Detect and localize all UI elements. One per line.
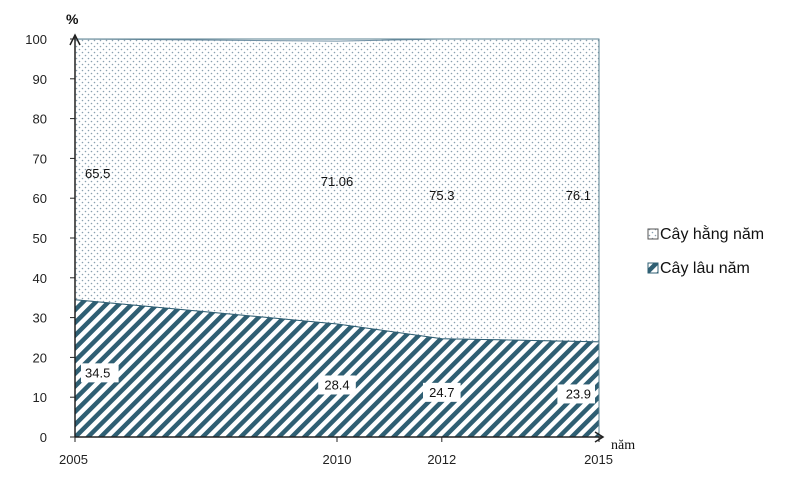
legend-label-annual: Cây hằng năm [660,224,764,243]
x-tick-label: 2005 [59,452,88,467]
data-label-bg [81,363,119,383]
data-label-bg [557,384,595,404]
legend: Cây hằng năm Cây lâu năm [647,224,764,277]
y-tick-label: 80 [33,112,47,127]
x-tick-label: 2010 [323,452,352,467]
y-tick-label: 100 [25,32,47,47]
legend-swatch-perennial [647,262,659,274]
data-label-cay-lau-nam: 34.5 [85,365,110,380]
legend-swatch-annual [647,228,659,240]
y-axis-arrow [69,33,81,46]
y-tick-label: 60 [33,191,47,206]
data-label-cay-lau-nam: 28.4 [324,377,349,392]
plot-areas [74,38,600,438]
y-tick-label: 20 [33,350,47,365]
data-label-cay-hang-nam: 71.06 [321,174,354,189]
legend-item-annual: Cây hằng năm [647,224,764,243]
y-tick-label: 70 [33,151,47,166]
data-labels: 34.5 65.5 28.4 71.06 24.7 75.3 23.9 76.1 [81,166,595,404]
y-tick-label: 30 [33,311,47,326]
axes [69,33,605,443]
x-tick-label: 2012 [427,452,456,467]
y-tick-label: 10 [33,390,47,405]
x-axis-arrow [594,431,605,443]
y-tick-label: 50 [33,231,47,246]
y-tick-label: 90 [33,72,47,87]
y-axis-unit: % [66,11,79,27]
data-label-cay-hang-nam: 75.3 [429,188,454,203]
x-tick-label: 2015 [584,452,613,467]
y-tick-label: 40 [33,271,47,286]
legend-label-perennial: Cây lâu năm [660,260,750,277]
x-axis-unit: năm [611,438,635,453]
data-label-cay-lau-nam: 23.9 [566,386,591,401]
data-label-cay-hang-nam: 76.1 [566,188,591,203]
data-label-cay-lau-nam: 24.7 [429,385,454,400]
tick-labels: 0 10 20 30 40 50 60 70 80 90 100 2005 2010 2012 2015 [25,32,613,467]
data-label-bg [318,375,356,395]
data-label-bg [423,382,461,402]
legend-item-perennial: Cây lâu năm [647,260,750,277]
area-cay-hang-nam [74,38,600,343]
data-label-cay-hang-nam: 65.5 [85,166,110,181]
y-tick-label: 0 [40,430,47,445]
